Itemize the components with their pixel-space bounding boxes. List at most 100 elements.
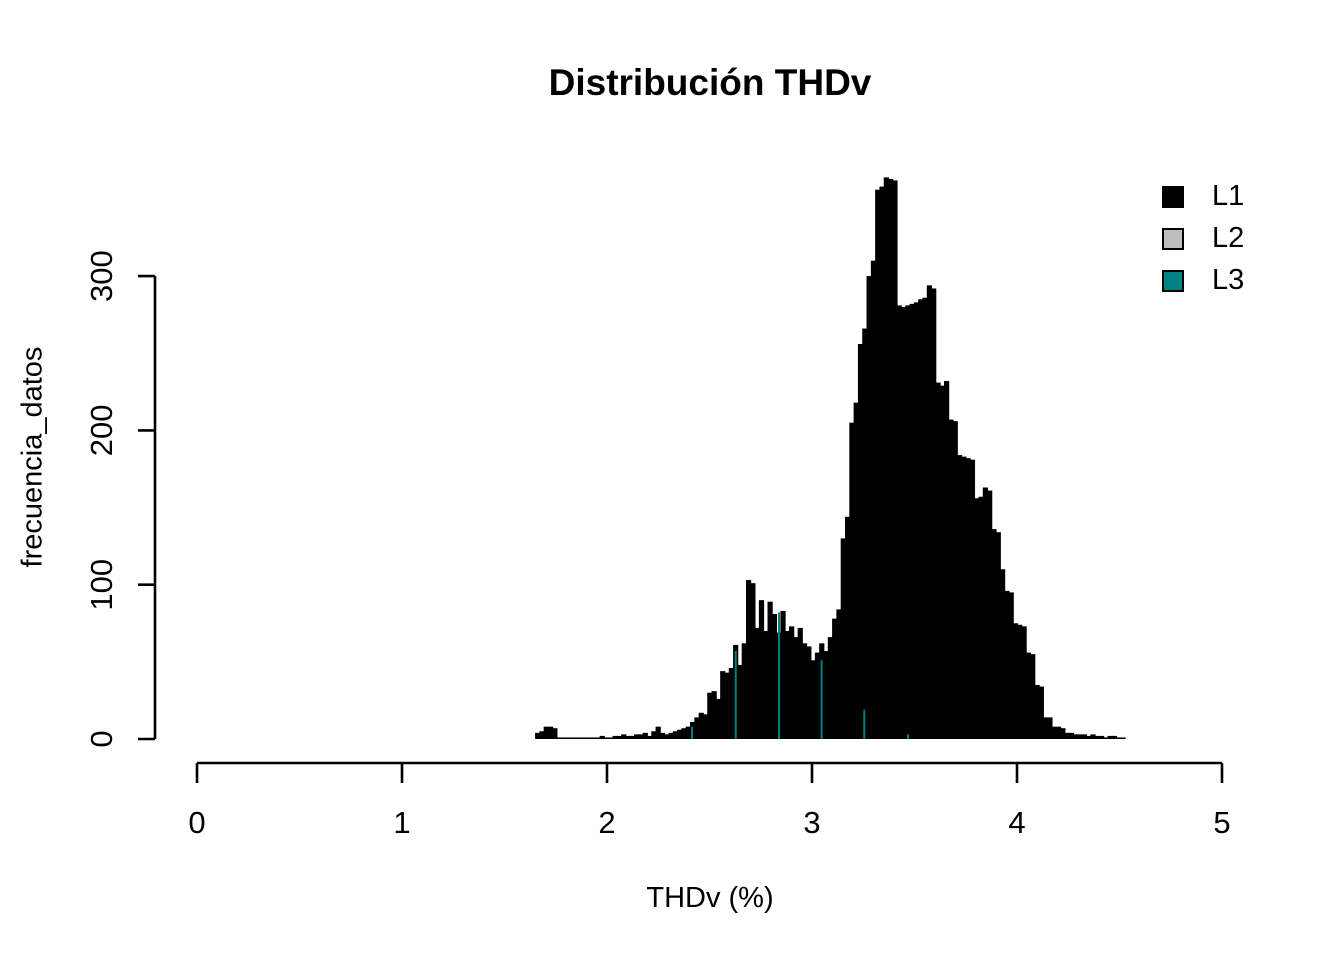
x-tick-label: 3	[803, 805, 820, 840]
histogram-bar-l1	[845, 516, 851, 739]
histogram-bar-l1	[896, 305, 902, 739]
histogram-bar-l1	[646, 735, 653, 739]
histogram-bar-l1	[883, 177, 889, 739]
histogram-bar-l1	[780, 610, 786, 739]
histogram-bar-l1	[797, 627, 803, 739]
histogram-bar-l1	[1120, 737, 1126, 739]
histogram-bar-l1	[1090, 734, 1096, 739]
histogram-bar-l1	[814, 652, 821, 739]
histogram-bar-l1	[870, 260, 877, 739]
chart-title: Distribución THDv	[548, 62, 872, 103]
histogram-bar-l1	[578, 737, 584, 739]
histogram-bar-l1	[754, 627, 760, 739]
histogram-bar-l1	[999, 569, 1006, 739]
histogram-bar-l1	[827, 637, 833, 739]
histogram-bar-l1	[1043, 717, 1049, 739]
histogram-bar-l1	[552, 728, 558, 739]
y-tick-label: 100	[84, 559, 119, 611]
histogram-bar-l1	[935, 382, 941, 739]
histogram-bar-l1	[711, 691, 717, 739]
histogram-bar-l1	[1047, 717, 1053, 739]
y-axis-label: frecuencia_datos	[16, 346, 49, 568]
histogram-bar-l1	[599, 735, 605, 739]
histogram-bar-l1	[974, 498, 980, 739]
legend-item-l3: L3	[1162, 266, 1244, 295]
histogram-bar-l1	[698, 712, 704, 739]
histogram-bar-l1	[1094, 735, 1100, 739]
legend-item-l2: L2	[1162, 224, 1244, 253]
histogram-bar-l1	[1034, 684, 1040, 739]
histogram-bar-l1	[1086, 735, 1092, 739]
histogram-bar-l1	[681, 728, 687, 739]
histogram-bar-l1	[1004, 590, 1010, 739]
y-tick-label: 0	[84, 730, 119, 747]
histogram-bar-l1	[763, 630, 769, 739]
histogram-bar-l1	[625, 735, 631, 739]
histogram-bar-l1	[535, 732, 541, 739]
histogram-bar-l1	[918, 299, 924, 739]
histogram-bar-l1	[905, 305, 911, 739]
histogram-bar-l1	[926, 285, 933, 739]
histogram-bar-l1	[685, 726, 691, 739]
histogram-bar-l1	[621, 734, 627, 739]
histogram-bar-l1	[1064, 732, 1070, 739]
histogram-bar-l1	[741, 643, 747, 739]
histogram-bar-l1	[982, 487, 988, 739]
histogram-bar-l1	[651, 731, 657, 739]
histogram-bar-l1	[969, 459, 976, 739]
histogram-bar-l1	[789, 626, 795, 739]
histogram-bar-l1	[720, 671, 726, 739]
histogram-bar-l1	[840, 538, 846, 739]
histogram-bar-l1	[1068, 732, 1075, 739]
histogram-bar-l1	[1055, 726, 1062, 739]
histogram-bar-l1	[849, 422, 855, 739]
histogram-bar-l1	[1038, 686, 1044, 739]
histogram-bar-l1	[875, 189, 881, 739]
histogram-bar-l1	[952, 421, 958, 739]
histogram-bar-l1	[573, 737, 579, 739]
histogram-bar-l1	[991, 529, 997, 739]
histogram-bar-l1	[866, 276, 872, 739]
x-tick-label: 4	[1008, 805, 1025, 840]
histogram-bar-l1	[1051, 726, 1057, 739]
histogram-bar-l1	[539, 731, 545, 739]
histogram-bar-l1	[1030, 654, 1036, 739]
histogram-bar-l1	[948, 419, 954, 739]
histogram-bar-l1	[677, 729, 683, 739]
histogram-bar-l1	[944, 381, 950, 739]
histogram-bar-l1	[1081, 734, 1087, 739]
histogram-bar-l1	[1021, 626, 1027, 739]
histogram-bar-l1	[939, 385, 945, 739]
histogram-bar-l1	[591, 737, 597, 739]
legend-label-l3: L3	[1212, 264, 1245, 296]
histogram-bar-l1	[1073, 734, 1079, 739]
histogram-bar-l1	[737, 664, 743, 739]
histogram-bar-l1	[1103, 737, 1109, 739]
legend-swatch-l1	[1162, 185, 1184, 208]
histogram-bar-l1	[1116, 737, 1122, 739]
histogram-bar-l1	[565, 737, 571, 739]
histogram-bar-l1	[664, 734, 670, 739]
histogram-bar-l1	[913, 302, 920, 739]
histogram-bar-l1	[582, 737, 588, 739]
histogram-bar-l1	[668, 732, 674, 739]
histogram-bar-l1	[900, 306, 907, 739]
histogram-bar-l1	[745, 580, 752, 739]
x-tick-label: 0	[188, 805, 205, 840]
histogram-bar-l1	[810, 660, 816, 739]
histogram-bar-l1	[603, 737, 610, 739]
histogram-bar-l1	[995, 532, 1001, 739]
histogram-bar-l1	[634, 734, 640, 739]
histogram-bar-l1	[965, 458, 971, 739]
histogram-bar-l1	[1017, 624, 1023, 739]
histogram-bar-l1	[655, 726, 661, 739]
histogram-bar-l1	[801, 643, 808, 739]
histogram-bar-l1	[892, 180, 898, 739]
histogram-bar-l1	[793, 637, 799, 739]
histogram-bar-l1	[857, 343, 864, 739]
histogram-bar-l1	[909, 303, 915, 739]
histogram-bar-l1	[638, 734, 644, 739]
histogram-bar-l1	[806, 646, 812, 739]
